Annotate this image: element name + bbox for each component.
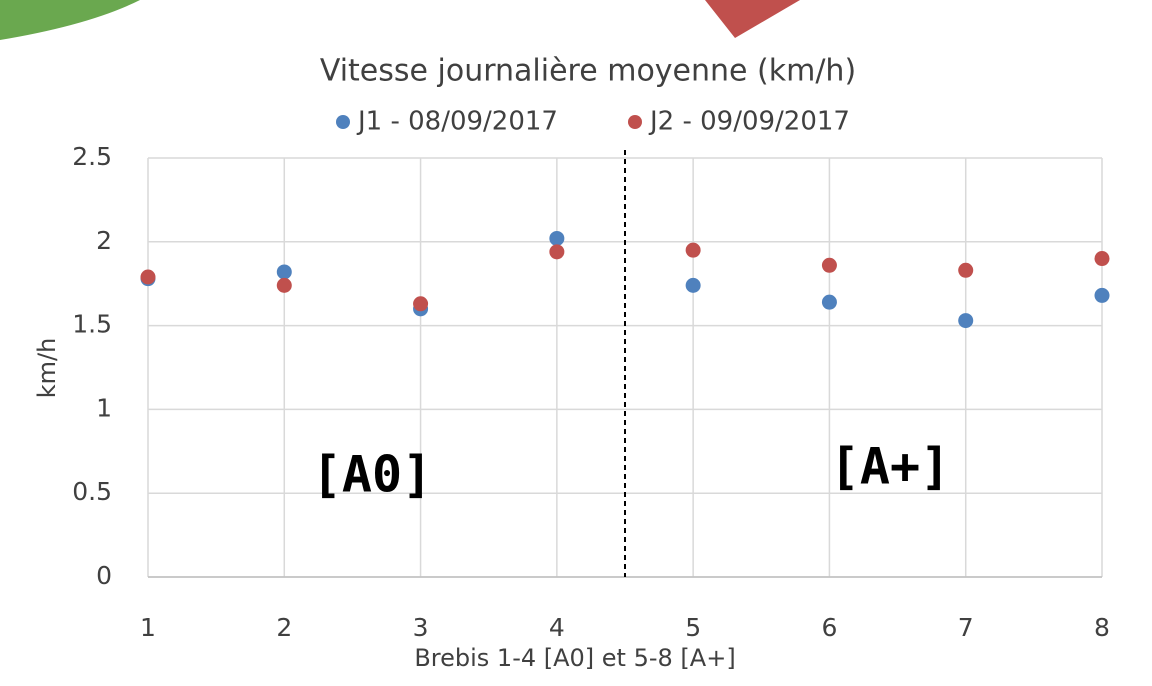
data-point	[277, 264, 292, 279]
y-tick-label: 2	[96, 226, 112, 255]
y-tick-label: 1	[96, 393, 112, 422]
chart-title: Vitesse journalière moyenne (km/h)	[320, 54, 856, 89]
x-tick-label: 3	[413, 613, 429, 642]
annotation: [A+]	[830, 438, 950, 496]
x-tick-label: 1	[140, 613, 156, 642]
data-point	[277, 278, 292, 293]
data-point	[958, 263, 973, 278]
data-point	[549, 231, 564, 246]
chart: Vitesse journalière moyenne (km/h) Brebi…	[0, 0, 1152, 682]
data-point	[1095, 288, 1110, 303]
y-tick-label: 0	[96, 561, 112, 590]
data-point	[549, 244, 564, 259]
data-point	[822, 258, 837, 273]
data-point	[141, 269, 156, 284]
x-tick-label: 7	[958, 613, 974, 642]
decor-shape	[0, 0, 140, 40]
x-tick-label: 4	[549, 613, 565, 642]
legend-marker	[336, 115, 350, 129]
x-tick-label: 8	[1094, 613, 1110, 642]
legend-marker	[628, 115, 642, 129]
x-tick-label: 2	[276, 613, 292, 642]
legend-label: J2 - 09/09/2017	[648, 107, 850, 137]
data-point	[1095, 251, 1110, 266]
y-tick-label: 2.5	[72, 142, 112, 171]
decor-shape	[705, 0, 800, 38]
data-point	[413, 296, 428, 311]
data-point	[958, 313, 973, 328]
legend-label: J1 - 08/09/2017	[356, 107, 558, 137]
data-point	[686, 243, 701, 258]
x-tick-label: 5	[685, 613, 701, 642]
annotation: [A0]	[312, 446, 432, 504]
data-point	[686, 278, 701, 293]
y-axis-title: km/h	[33, 338, 61, 399]
data-point	[822, 295, 837, 310]
x-tick-label: 6	[821, 613, 837, 642]
x-axis-title: Brebis 1-4 [A0] et 5-8 [A+]	[414, 644, 735, 672]
page: {"chart_data": {"type": "scatter", "titl…	[0, 0, 1152, 682]
y-tick-label: 1.5	[72, 310, 112, 339]
y-tick-label: 0.5	[72, 477, 112, 506]
